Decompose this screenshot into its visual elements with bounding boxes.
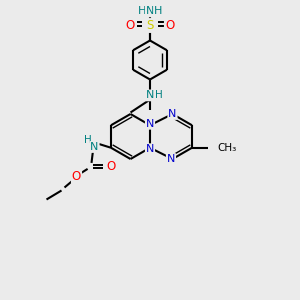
Text: N: N xyxy=(168,109,177,119)
Text: N: N xyxy=(146,119,154,129)
Text: O: O xyxy=(126,19,135,32)
Text: S: S xyxy=(146,19,154,32)
Text: N: N xyxy=(146,144,154,154)
Text: H: H xyxy=(84,135,92,146)
Text: N: N xyxy=(167,154,175,164)
Text: H: H xyxy=(155,90,163,100)
Text: N: N xyxy=(90,142,99,152)
Text: H: H xyxy=(137,6,146,16)
Text: O: O xyxy=(106,160,116,173)
Text: O: O xyxy=(165,19,174,32)
Text: CH₃: CH₃ xyxy=(218,143,237,153)
Text: O: O xyxy=(72,170,81,184)
Text: H: H xyxy=(154,6,163,16)
Text: N: N xyxy=(146,6,154,16)
Text: N: N xyxy=(146,90,154,100)
